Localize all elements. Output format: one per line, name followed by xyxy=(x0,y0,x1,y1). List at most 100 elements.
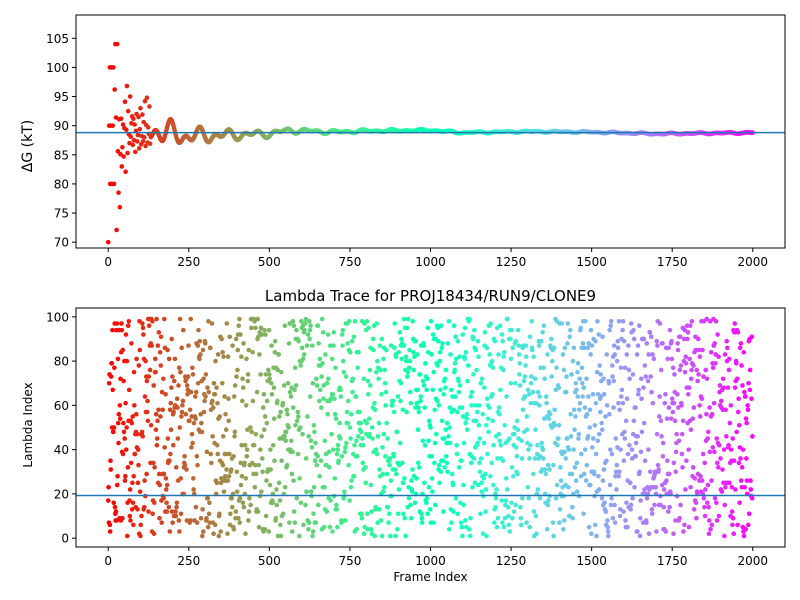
lambda-trace-point xyxy=(424,387,429,393)
lambda-trace-point xyxy=(704,411,709,417)
lambda-trace-point xyxy=(330,529,335,534)
lambda-trace-point xyxy=(182,462,188,468)
lambda-trace-point xyxy=(299,345,305,351)
lambda-trace-point xyxy=(502,422,507,428)
lambda-trace-point xyxy=(401,316,407,322)
lambda-trace-point xyxy=(426,438,431,444)
lambda-trace-point xyxy=(462,356,467,362)
lambda-trace-point xyxy=(523,354,529,359)
lambda-trace-point xyxy=(397,440,403,446)
lambda-trace-point xyxy=(217,414,223,419)
lambda-trace-point xyxy=(390,398,396,404)
lambda-trace-point xyxy=(618,507,623,512)
lambda-trace-point xyxy=(267,376,272,382)
lambda-trace-point xyxy=(294,327,299,333)
lambda-trace-point xyxy=(504,487,510,492)
lambda-trace-point xyxy=(598,409,603,415)
lambda-trace-point xyxy=(230,504,235,510)
lambda-trace-point xyxy=(481,476,486,481)
lambda-trace-point xyxy=(272,349,278,355)
lambda-trace-point xyxy=(333,365,338,371)
lambda-trace-point xyxy=(367,431,372,437)
lambda-trace-point xyxy=(291,509,297,514)
lambda-trace-point xyxy=(639,396,644,402)
lambda-trace-point xyxy=(359,515,365,521)
lambda-trace-point xyxy=(369,425,375,430)
lambda-trace-point xyxy=(481,440,487,446)
lambda-trace-point xyxy=(399,336,404,342)
lambda-trace-point xyxy=(736,460,742,466)
lambda-trace-point xyxy=(174,500,180,506)
lambda-trace-point xyxy=(688,484,693,490)
delta-g-point xyxy=(114,41,120,47)
lambda-trace-point xyxy=(272,338,278,344)
lambda-trace-point xyxy=(408,515,414,521)
lambda-trace-y-tick-label: 20 xyxy=(54,487,69,501)
lambda-trace-point xyxy=(413,405,418,410)
lambda-trace-point xyxy=(509,500,514,506)
lambda-trace-point xyxy=(744,456,749,461)
lambda-trace-point xyxy=(519,522,524,528)
lambda-trace-point xyxy=(227,334,233,340)
lambda-trace-point xyxy=(120,451,126,457)
lambda-trace-point xyxy=(317,356,323,362)
lambda-trace-point xyxy=(679,403,684,408)
lambda-trace-point xyxy=(593,400,599,406)
lambda-trace-point xyxy=(190,440,195,446)
lambda-trace-point xyxy=(108,467,114,472)
lambda-trace-point xyxy=(454,451,460,457)
lambda-trace-point xyxy=(526,392,532,397)
lambda-trace-point xyxy=(566,484,571,490)
lambda-trace-point xyxy=(283,438,289,444)
lambda-trace-point xyxy=(383,403,389,408)
lambda-trace-point xyxy=(279,458,284,463)
lambda-trace-point xyxy=(587,425,592,430)
lambda-trace-point xyxy=(115,420,121,426)
lambda-trace-point xyxy=(374,451,380,457)
lambda-trace-point xyxy=(503,498,509,503)
lambda-trace-point xyxy=(206,389,212,395)
lambda-trace-point xyxy=(285,411,290,417)
lambda-trace-point xyxy=(414,352,420,357)
lambda-trace-point xyxy=(506,522,512,528)
lambda-trace-point xyxy=(715,332,720,337)
lambda-trace-point xyxy=(489,460,495,466)
delta-g-point xyxy=(134,139,140,144)
lambda-trace-point xyxy=(198,352,203,357)
lambda-trace-point xyxy=(320,361,325,366)
lambda-trace-point xyxy=(236,323,242,329)
lambda-trace-point xyxy=(179,414,184,419)
lambda-trace-point xyxy=(143,358,148,364)
lambda-trace-axes: Lambda Trace for PROJ18434/RUN9/CLONE9 L… xyxy=(21,287,786,584)
lambda-trace-point xyxy=(373,504,379,510)
lambda-trace-point xyxy=(492,338,498,344)
lambda-trace-point xyxy=(446,434,451,439)
lambda-trace-point xyxy=(690,465,696,470)
lambda-trace-point xyxy=(573,478,579,483)
lambda-trace-point xyxy=(501,354,506,359)
lambda-trace-point xyxy=(654,529,659,534)
lambda-trace-point xyxy=(173,465,179,470)
lambda-trace-point xyxy=(729,484,735,490)
lambda-trace-point xyxy=(585,345,591,351)
lambda-trace-point xyxy=(303,456,309,461)
lambda-trace-point xyxy=(582,345,587,351)
lambda-trace-point xyxy=(610,515,616,521)
lambda-trace-point xyxy=(650,400,656,406)
lambda-trace-point xyxy=(643,374,649,379)
lambda-trace-point xyxy=(307,336,312,342)
lambda-trace-point xyxy=(335,447,340,452)
lambda-trace-point xyxy=(588,352,593,357)
lambda-trace-point xyxy=(206,511,212,517)
delta-g-x-tick-label: 0 xyxy=(104,255,112,269)
lambda-trace-point xyxy=(344,440,349,446)
lambda-trace-point xyxy=(116,411,122,417)
lambda-trace-point xyxy=(264,420,270,426)
lambda-trace-point xyxy=(497,411,502,417)
lambda-trace-point xyxy=(692,476,698,481)
lambda-trace-point xyxy=(415,427,421,433)
lambda-trace-point xyxy=(706,518,712,523)
lambda-trace-point xyxy=(220,434,226,439)
delta-g-point xyxy=(122,99,128,105)
lambda-trace-point xyxy=(609,451,615,457)
